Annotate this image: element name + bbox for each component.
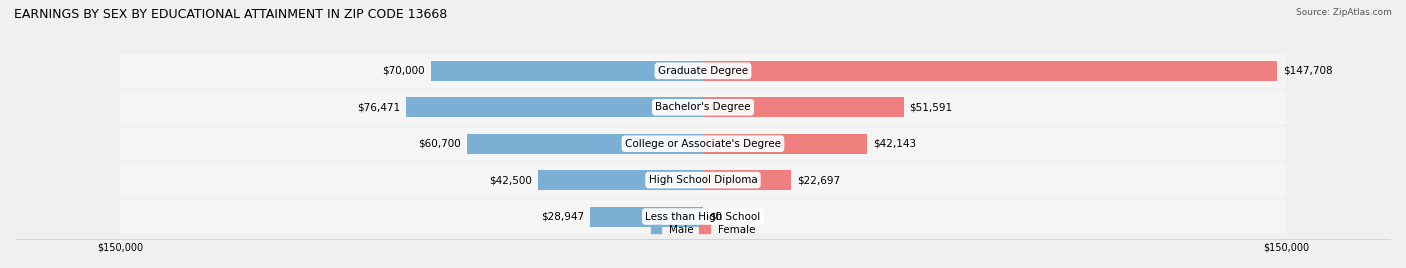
Text: $147,708: $147,708 <box>1282 66 1333 76</box>
Text: College or Associate's Degree: College or Associate's Degree <box>626 139 780 149</box>
Text: $51,591: $51,591 <box>910 102 952 112</box>
Bar <box>703 170 792 190</box>
Text: Source: ZipAtlas.com: Source: ZipAtlas.com <box>1296 8 1392 17</box>
Text: $76,471: $76,471 <box>357 102 399 112</box>
Bar <box>406 97 703 117</box>
Text: Graduate Degree: Graduate Degree <box>658 66 748 76</box>
Bar <box>467 134 703 154</box>
Bar <box>120 127 1286 161</box>
Text: $28,947: $28,947 <box>541 211 585 222</box>
Text: Less than High School: Less than High School <box>645 211 761 222</box>
Text: $0: $0 <box>709 211 721 222</box>
Bar <box>120 200 1286 233</box>
Bar <box>120 54 1286 88</box>
Text: $42,143: $42,143 <box>873 139 915 149</box>
Text: $42,500: $42,500 <box>489 175 531 185</box>
Text: EARNINGS BY SEX BY EDUCATIONAL ATTAINMENT IN ZIP CODE 13668: EARNINGS BY SEX BY EDUCATIONAL ATTAINMEN… <box>14 8 447 21</box>
Bar <box>703 97 904 117</box>
Text: $60,700: $60,700 <box>419 139 461 149</box>
Text: $22,697: $22,697 <box>797 175 841 185</box>
Bar <box>120 91 1286 124</box>
Bar <box>703 61 1277 81</box>
Bar <box>430 61 703 81</box>
Bar <box>120 163 1286 197</box>
Text: $70,000: $70,000 <box>382 66 425 76</box>
Text: Bachelor's Degree: Bachelor's Degree <box>655 102 751 112</box>
Bar <box>591 207 703 226</box>
Bar <box>703 134 868 154</box>
Bar <box>538 170 703 190</box>
Legend: Male, Female: Male, Female <box>647 221 759 239</box>
Text: High School Diploma: High School Diploma <box>648 175 758 185</box>
